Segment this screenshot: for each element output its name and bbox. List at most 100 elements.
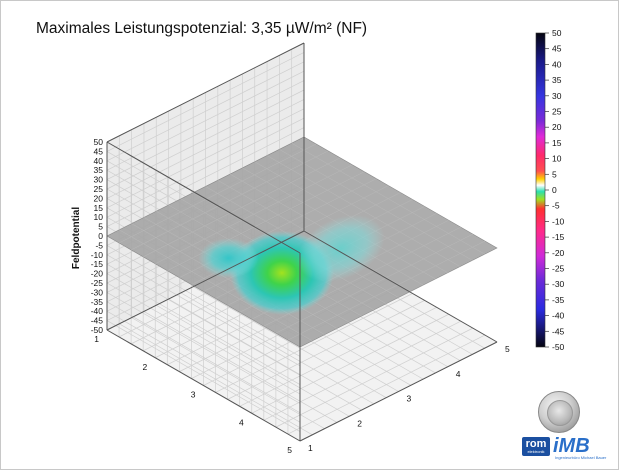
y-tick-label: 5: [505, 344, 510, 354]
box-edge: [106, 141, 301, 254]
z-tick-label: 20: [94, 193, 104, 203]
z-tick-label: 30: [94, 175, 104, 185]
grid-line: [215, 293, 413, 393]
z-tick-label: 35: [94, 165, 104, 175]
imb-logo-subtext: Ingenieurbüro Michael Bauer: [555, 455, 607, 460]
z-axis-ticks: 50454035302520151050-5-10-15-20-25-30-35…: [91, 137, 104, 335]
colorbar-tick-label: -35: [552, 295, 565, 305]
grid-line: [227, 300, 425, 400]
grid-line: [106, 70, 305, 171]
grid-line: [106, 245, 301, 357]
grid-line: [106, 310, 301, 423]
x-tick-label: 1: [94, 334, 99, 344]
grid-line: [287, 334, 486, 435]
box-edge: [106, 42, 305, 143]
colorbar-tick-label: 5: [552, 169, 557, 179]
rom-logo-text: rom: [525, 438, 547, 450]
box-edges: [106, 42, 498, 442]
z-tick-label: 45: [94, 146, 104, 156]
z-tick-label: -5: [95, 240, 103, 250]
certification-seal-logo: [538, 391, 580, 433]
grid-line: [106, 301, 301, 414]
colorbar-tick-label: 35: [552, 75, 562, 85]
box-edge: [299, 341, 498, 442]
colorbar-tick-label: -40: [552, 311, 565, 321]
grid-line: [106, 108, 305, 209]
surface-grid-line: [275, 233, 473, 334]
x-tick-label: 5: [287, 445, 292, 455]
z-tick-label: -20: [91, 269, 104, 279]
imb-logo: iMB: [553, 435, 590, 457]
colorbar-tick-label: 30: [552, 91, 562, 101]
y-axis-ticks: 1 2 3 4 5: [308, 344, 510, 453]
grid-line: [106, 273, 301, 385]
colorbar-tick-label: -50: [552, 342, 565, 352]
grid-line: [106, 99, 305, 199]
colorbar-tick-label: 15: [552, 138, 562, 148]
grid-line: [106, 117, 305, 218]
z-tick-label: 50: [94, 137, 104, 147]
colorbar-tick-label: 10: [552, 154, 562, 164]
colorbar-tick-label: -25: [552, 264, 565, 274]
z-tick-label: 10: [94, 212, 104, 222]
colorbar-tick-label: -20: [552, 248, 565, 258]
seal-globe-icon: [547, 400, 573, 426]
colorbar-tick-label: 45: [552, 44, 562, 54]
grid-line: [251, 313, 449, 414]
colorbar-tick-label: -5: [552, 201, 560, 211]
z-tick-label: 0: [98, 231, 103, 241]
rom-elektronik-logo: rom elektronik: [522, 437, 550, 456]
y-tick-label: 4: [456, 369, 461, 379]
z-tick-label: 5: [98, 222, 103, 232]
colorbar-tick-label: -10: [552, 216, 565, 226]
box-edge: [303, 230, 498, 343]
grid-line: [106, 80, 305, 180]
surface-grid-line: [266, 155, 461, 267]
colorbar-ticks: 50454035302520151050-5-10-15-20-25-30-35…: [545, 28, 565, 352]
grid-line: [106, 282, 301, 395]
colorbar-gradient: [535, 32, 546, 348]
x-tick-label: 3: [191, 390, 196, 400]
z-tick-label: 40: [94, 156, 104, 166]
grid-line: [239, 306, 437, 407]
z-tick-label: -50: [91, 325, 104, 335]
z-tick-label: -10: [91, 250, 104, 260]
grid-line: [106, 263, 301, 376]
z-tick-label: -15: [91, 259, 104, 269]
grid-line: [106, 254, 301, 367]
x-tick-label: 4: [239, 417, 244, 427]
colorbar-tick-label: 0: [552, 185, 557, 195]
z-tick-label: -40: [91, 306, 104, 316]
z-tick-label: -25: [91, 278, 104, 288]
y-tick-label: 1: [308, 443, 313, 453]
z-axis-label: Feldpotential: [71, 207, 82, 269]
y-tick-label: 2: [357, 418, 362, 428]
y-tick-label: 3: [407, 394, 412, 404]
grid-line: [106, 127, 305, 227]
z-tick-label: -45: [91, 316, 104, 326]
chart-title: Maximales Leistungspotenzial: 3,35 µW/m²…: [36, 20, 368, 37]
colorbar: [535, 32, 546, 348]
box-edge: [106, 230, 305, 331]
grid-line: [106, 61, 305, 162]
colorbar-tick-label: 50: [552, 28, 562, 38]
surface-grid-line: [287, 240, 486, 341]
colorbar-tick-label: 20: [552, 122, 562, 132]
z-tick-label: 15: [94, 203, 104, 213]
x-axis-ticks: 1 2 3 4 5: [94, 334, 292, 455]
grid-line: [106, 320, 301, 432]
grid-line: [106, 292, 301, 404]
grid-line: [106, 52, 305, 152]
x-tick-label: 2: [143, 362, 148, 372]
grid-line: [263, 320, 461, 421]
surface-grid-line: [279, 149, 473, 261]
colorbar-tick-label: -30: [552, 279, 565, 289]
z-tick-label: 25: [94, 184, 104, 194]
colorbar-tick-label: 40: [552, 59, 562, 69]
z-tick-label: -30: [91, 287, 104, 297]
hotspot: [198, 238, 259, 279]
colorbar-tick-label: 25: [552, 107, 562, 117]
grid-line: [275, 327, 474, 428]
box-edge: [106, 329, 301, 442]
